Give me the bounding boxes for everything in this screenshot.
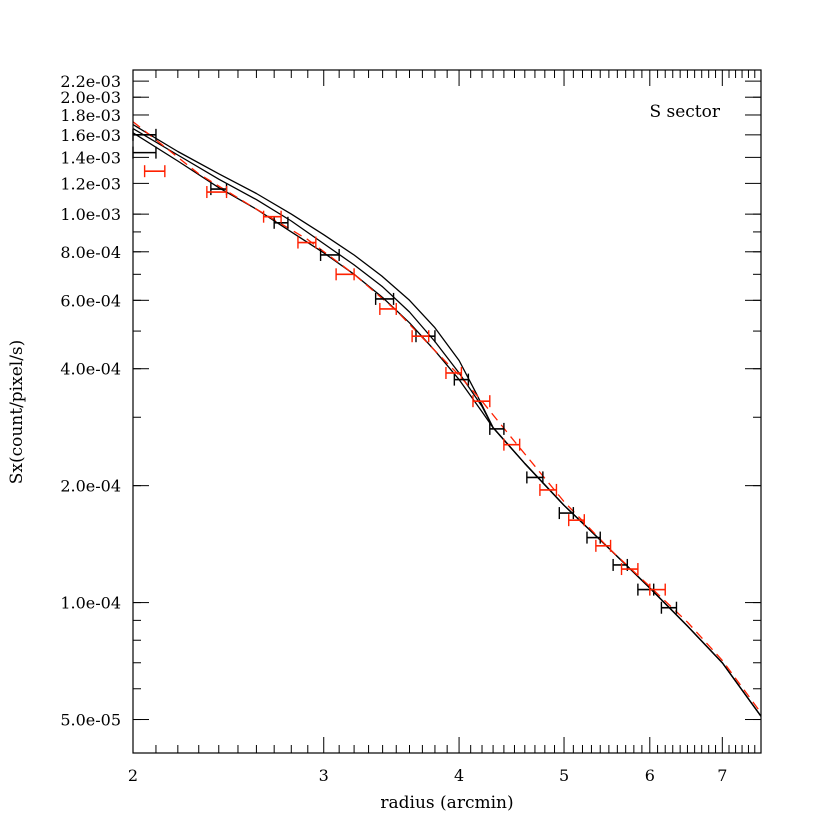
data-point (262, 210, 282, 223)
y-axis-label: Sx(count/pixel/s) (7, 340, 27, 485)
model-curve (132, 132, 762, 717)
y-tick-label: 8.0e-04 (60, 243, 121, 262)
data-point (319, 248, 340, 261)
data-points (132, 128, 678, 614)
data-point (586, 531, 601, 544)
axis-ticks (132, 70, 762, 753)
data-point (489, 422, 505, 435)
data-point (297, 236, 317, 249)
y-tick-label: 2.0e-03 (60, 88, 121, 107)
y-tick-label: 1.0e-04 (60, 594, 121, 613)
x-tick-label: 4 (454, 766, 464, 785)
plot-frame (132, 69, 762, 754)
data-point (453, 373, 470, 386)
x-axis-label: radius (arcmin) (380, 793, 513, 813)
data-point (620, 563, 639, 576)
data-point (335, 268, 355, 281)
data-point (374, 292, 395, 305)
data-point (660, 601, 678, 614)
y-tick-label: 2.0e-04 (60, 477, 121, 496)
x-tick-labels: 2 3 4 5 6 7 (128, 766, 728, 785)
data-point (379, 302, 397, 315)
sector-annotation: S sector (649, 102, 720, 122)
model-curve (132, 124, 762, 717)
data-point (558, 507, 575, 520)
data-point (411, 330, 430, 343)
x-tick-label: 6 (645, 766, 655, 785)
y-tick-label: 1.0e-03 (60, 205, 121, 224)
data-point (206, 186, 228, 199)
model-curves (132, 121, 762, 717)
data-point (210, 183, 228, 196)
y-tick-label: 4.0e-04 (60, 360, 121, 379)
data-point (595, 539, 612, 552)
data-point (445, 366, 463, 379)
data-point (472, 395, 491, 408)
y-tick-label: 1.4e-03 (60, 148, 121, 167)
data-point (143, 165, 166, 178)
y-tick-labels: 5.0e-05 1.0e-04 2.0e-04 4.0e-04 6.0e-04 8.0e-… (60, 72, 121, 729)
y-tick-label: 1.6e-03 (60, 126, 121, 145)
model-curve-dashed (132, 121, 762, 714)
data-point (649, 583, 666, 596)
y-tick-label: 1.2e-03 (60, 174, 121, 193)
data-point (273, 216, 289, 229)
y-tick-label: 6.0e-04 (60, 291, 121, 310)
y-tick-label: 2.2e-03 (60, 72, 121, 91)
data-point (132, 146, 157, 159)
x-tick-label: 3 (319, 766, 329, 785)
model-curve (132, 128, 762, 717)
data-point (568, 514, 585, 527)
x-tick-label: 5 (559, 766, 569, 785)
y-tick-label: 5.0e-05 (60, 711, 121, 730)
data-point (503, 438, 521, 451)
data-point (539, 483, 558, 496)
data-point (526, 471, 544, 484)
x-tick-label: 7 (717, 766, 727, 785)
x-tick-label: 2 (128, 766, 138, 785)
y-tick-label: 1.8e-03 (60, 106, 121, 125)
